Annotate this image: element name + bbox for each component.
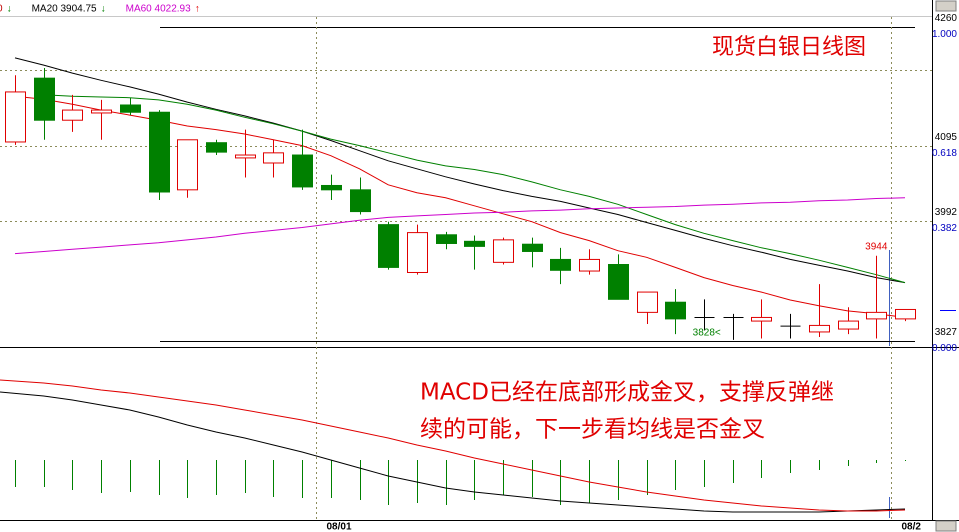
fib-price-label: 4260 <box>935 13 958 24</box>
fib-ratio-label: 0.000 <box>932 343 957 354</box>
macd-line <box>0 391 906 513</box>
candle-body <box>637 291 658 313</box>
note-line: 续的可能，下一步看均线是否金叉 <box>420 417 765 443</box>
chart-title: 现货白银日线图 <box>712 35 866 60</box>
ma-line <box>14 197 906 255</box>
fib-price-label: 3992 <box>935 207 958 218</box>
candle-body <box>62 109 83 121</box>
legend-arrow: ↑ <box>195 4 200 15</box>
candle-body <box>522 243 543 252</box>
candle-body <box>120 104 141 113</box>
candle-body <box>407 232 428 273</box>
candle-body <box>493 239 514 263</box>
candle-body <box>751 316 772 322</box>
scroll-button[interactable] <box>935 520 957 532</box>
candle-body <box>5 91 26 143</box>
legend-label: MA20 3904.75 <box>32 4 97 15</box>
ma-line <box>43 94 906 284</box>
legend-label: 0 <box>0 4 3 15</box>
candle-body <box>838 320 859 330</box>
candle-body <box>149 111 170 193</box>
candle-body <box>321 184 342 191</box>
candle-body <box>436 234 457 244</box>
candle-body <box>809 324 830 333</box>
low-annotation: 3828< <box>693 328 721 339</box>
candle-body <box>550 258 571 271</box>
ma-line <box>14 57 906 284</box>
scroll-button[interactable] <box>935 0 957 12</box>
candle-body <box>263 152 284 164</box>
candle-body <box>464 240 485 247</box>
macd-line <box>0 379 906 512</box>
candle-body <box>350 189 371 213</box>
candle-body <box>665 301 686 320</box>
fib-ratio-label: 1.000 <box>932 29 957 40</box>
legend-arrow: ↓ <box>101 4 106 15</box>
note-line: MACD已经在底部形成金叉，支撑反弹继 <box>420 380 834 406</box>
fib-price-label: 4095 <box>935 132 958 143</box>
candle-body <box>895 308 916 320</box>
candle-body <box>206 142 227 153</box>
fib-ratio-label: 0.382 <box>932 223 957 234</box>
candle-body <box>34 77 55 121</box>
candle-body <box>608 264 629 300</box>
candle-body <box>378 224 399 268</box>
candle-body <box>292 154 313 188</box>
high-annotation: 3944 <box>865 241 888 252</box>
fib-ratio-label: 0.618 <box>932 148 957 159</box>
candle-body <box>177 139 198 191</box>
legend-arrow: ↓ <box>7 4 12 15</box>
candle-body <box>91 109 112 114</box>
legend-label: MA60 4022.93 <box>126 4 191 15</box>
x-tick-label: 08/2 <box>902 522 922 532</box>
candle-body <box>579 258 600 272</box>
candle-body <box>235 154 256 159</box>
x-tick-label: 08/01 <box>327 522 352 532</box>
candle-body <box>866 311 887 320</box>
fib-price-label: 3827 <box>935 327 958 338</box>
